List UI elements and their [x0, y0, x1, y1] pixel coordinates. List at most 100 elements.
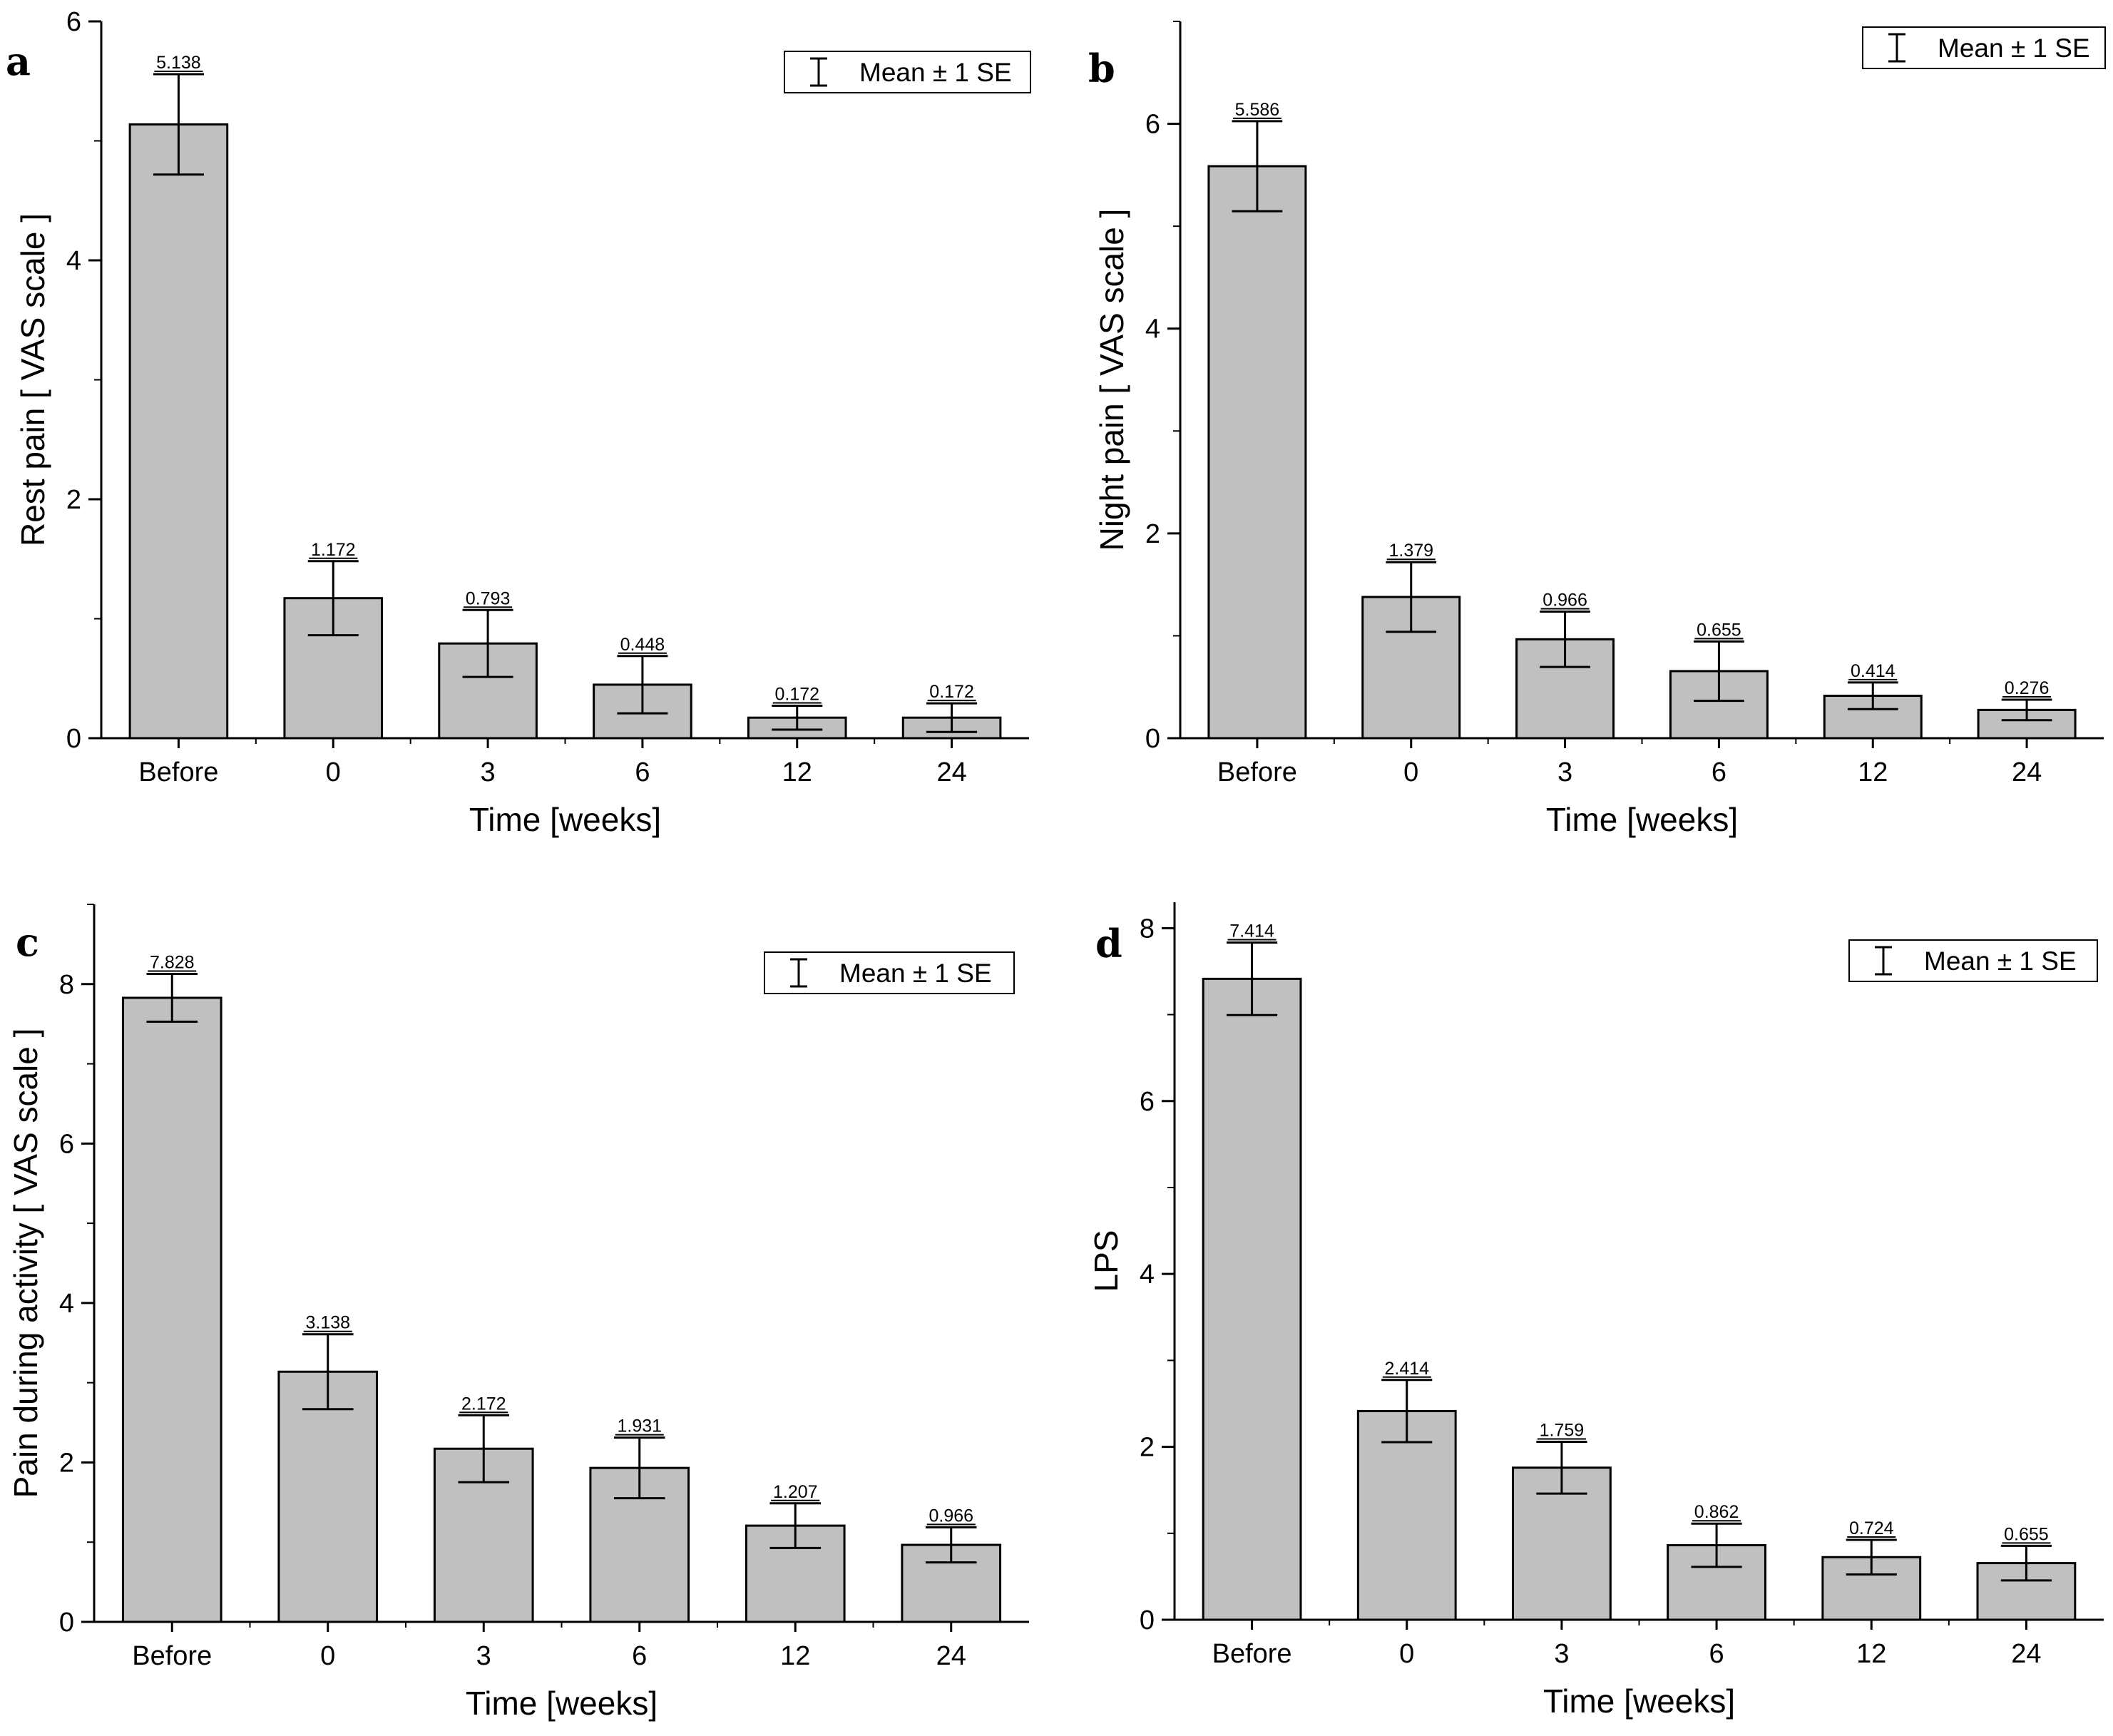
bar[interactable] [1207, 165, 1307, 740]
error-bar [1227, 941, 1278, 1016]
data-label: 2.172 [461, 1394, 506, 1414]
data-label: 7.828 [150, 952, 195, 972]
data-label: 0.172 [929, 682, 974, 702]
data-label: 0.793 [466, 588, 511, 608]
error-bar [772, 704, 823, 731]
y-axis-title: Night pain [ VAS scale ] [1093, 209, 1130, 551]
legend-label: Mean ± 1 SE [1924, 946, 2077, 976]
x-tick-label: Before [1217, 757, 1297, 787]
error-bar [1691, 1522, 1742, 1568]
x-axis-title: Time [weeks] [466, 1685, 658, 1722]
data-label: 0.966 [928, 1506, 973, 1526]
x-tick-label: 3 [476, 1641, 491, 1671]
data-label: 5.138 [156, 53, 201, 73]
panel-b: b 5.586 Before 1.379 0 0.966 3 0.655 6 0.414 12 0.2… [1088, 21, 2106, 838]
panel-d: d 7.414 Before 2.414 0 1.759 3 0.862 6 0.724 12 0.6… [1088, 902, 2104, 1720]
y-tick-label: 6 [59, 1129, 74, 1159]
panel-letter: c [16, 919, 39, 965]
panel-letter: d [1095, 921, 1122, 966]
data-label: 1.931 [617, 1416, 662, 1436]
error-bar [2000, 1544, 2052, 1582]
x-axis-title: Time [weeks] [1543, 1683, 1735, 1720]
error-bar [307, 560, 359, 637]
x-tick-label: 6 [632, 1641, 647, 1671]
y-tick-label: 4 [1140, 1260, 1155, 1290]
error-bar [1386, 561, 1437, 633]
y-tick-label: 4 [1145, 315, 1160, 344]
error-bar-legend-icon [1875, 946, 1892, 976]
y-tick-label: 6 [1145, 110, 1160, 140]
error-bar [1536, 1440, 1587, 1495]
error-bar [1846, 1538, 1897, 1576]
error-bar [926, 702, 978, 733]
x-tick-label: 24 [936, 757, 966, 787]
error-bar-legend-icon [810, 57, 827, 87]
data-label: 0.172 [774, 684, 819, 704]
x-tick-label: 12 [1858, 757, 1888, 787]
y-tick-label: 2 [59, 1448, 74, 1478]
x-tick-label: Before [132, 1641, 212, 1671]
y-tick-label: 0 [1145, 724, 1160, 754]
legend-label: Mean ± 1 SE [1938, 34, 2090, 63]
error-bar [1232, 120, 1283, 213]
error-bar [1381, 1379, 1433, 1444]
x-tick-label: 12 [780, 1641, 810, 1671]
bar[interactable] [121, 996, 222, 1623]
data-label: 0.862 [1694, 1502, 1739, 1522]
data-label: 0.655 [1697, 620, 1741, 640]
data-label: 2.414 [1384, 1359, 1429, 1379]
legend-label: Mean ± 1 SE [859, 58, 1012, 87]
panel-a: a 5.138 Before 1.172 0 0.793 3 0.448 6 0.172 12 0.1… [6, 7, 1031, 838]
data-label: 0.966 [1542, 591, 1587, 611]
error-bar [925, 1526, 977, 1564]
y-tick-label: 8 [59, 970, 74, 1000]
error-bar-legend-icon [790, 958, 807, 988]
y-axis-title: Pain during activity [ VAS scale ] [7, 1028, 44, 1498]
error-bar [617, 655, 668, 715]
y-tick-label: 8 [1140, 914, 1155, 944]
x-tick-label: 0 [1399, 1639, 1414, 1669]
x-tick-label: 6 [1712, 757, 1726, 787]
bar[interactable] [1356, 1409, 1457, 1621]
y-tick-label: 0 [1140, 1605, 1155, 1635]
x-tick-label: 24 [936, 1641, 966, 1671]
y-tick-label: 4 [59, 1289, 74, 1319]
data-label: 1.172 [311, 540, 356, 560]
legend: Mean ± 1 SE [1862, 26, 2106, 69]
bar[interactable] [277, 1370, 379, 1623]
panel-letter: b [1088, 46, 1115, 91]
x-tick-label: 3 [481, 757, 496, 787]
x-tick-label: 24 [2011, 1639, 2041, 1669]
error-bar [302, 1333, 354, 1411]
data-label: 1.207 [773, 1482, 818, 1502]
error-bar [1540, 611, 1590, 668]
x-tick-label: 12 [1856, 1639, 1886, 1669]
y-tick-label: 0 [59, 1608, 74, 1638]
error-bar-legend-icon [1888, 33, 1905, 63]
x-tick-label: 0 [1403, 757, 1418, 787]
y-tick-label: 0 [66, 724, 81, 754]
data-label: 0.414 [1851, 661, 1895, 681]
y-tick-label: 6 [1140, 1087, 1155, 1117]
legend: Mean ± 1 SE [764, 951, 1015, 994]
x-axis-title: Time [weeks] [469, 801, 661, 838]
x-tick-label: 3 [1557, 757, 1572, 787]
data-label: 0.655 [2004, 1524, 2049, 1544]
bar[interactable] [128, 123, 229, 740]
x-tick-label: 12 [782, 757, 812, 787]
bar[interactable] [1202, 977, 1302, 1621]
error-bar [146, 972, 198, 1023]
data-label: 7.414 [1229, 921, 1274, 941]
data-label: 1.379 [1388, 541, 1433, 561]
y-tick-label: 4 [66, 246, 81, 276]
data-label: 0.724 [1849, 1518, 1894, 1538]
x-axis-title: Time [weeks] [1546, 801, 1738, 838]
y-axis-title: LPS [1088, 1230, 1125, 1292]
data-label: 3.138 [305, 1313, 350, 1333]
y-tick-label: 6 [66, 7, 81, 37]
legend: Mean ± 1 SE [1848, 939, 2098, 982]
legend: Mean ± 1 SE [784, 51, 1031, 93]
x-tick-label: 0 [320, 1641, 335, 1671]
y-tick-label: 2 [1145, 519, 1160, 549]
